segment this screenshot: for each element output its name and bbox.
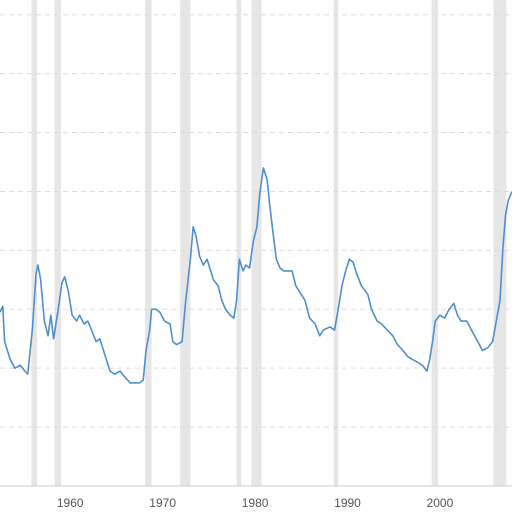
data-line [0, 167, 512, 384]
x-tick-label: 1960 [57, 496, 84, 510]
recession-band [180, 0, 191, 486]
recession-band [54, 0, 61, 486]
x-tick-label: 1970 [149, 496, 176, 510]
recession-band [236, 0, 242, 486]
recession-band [431, 0, 439, 486]
x-tick-label: 2000 [427, 496, 454, 510]
recession-band [145, 0, 152, 486]
x-tick-label: 1980 [242, 496, 269, 510]
recession-band [493, 0, 507, 486]
recession-band [333, 0, 339, 486]
x-tick-label: 1990 [334, 496, 361, 510]
recession-band [251, 0, 262, 486]
recession-band [31, 0, 37, 486]
